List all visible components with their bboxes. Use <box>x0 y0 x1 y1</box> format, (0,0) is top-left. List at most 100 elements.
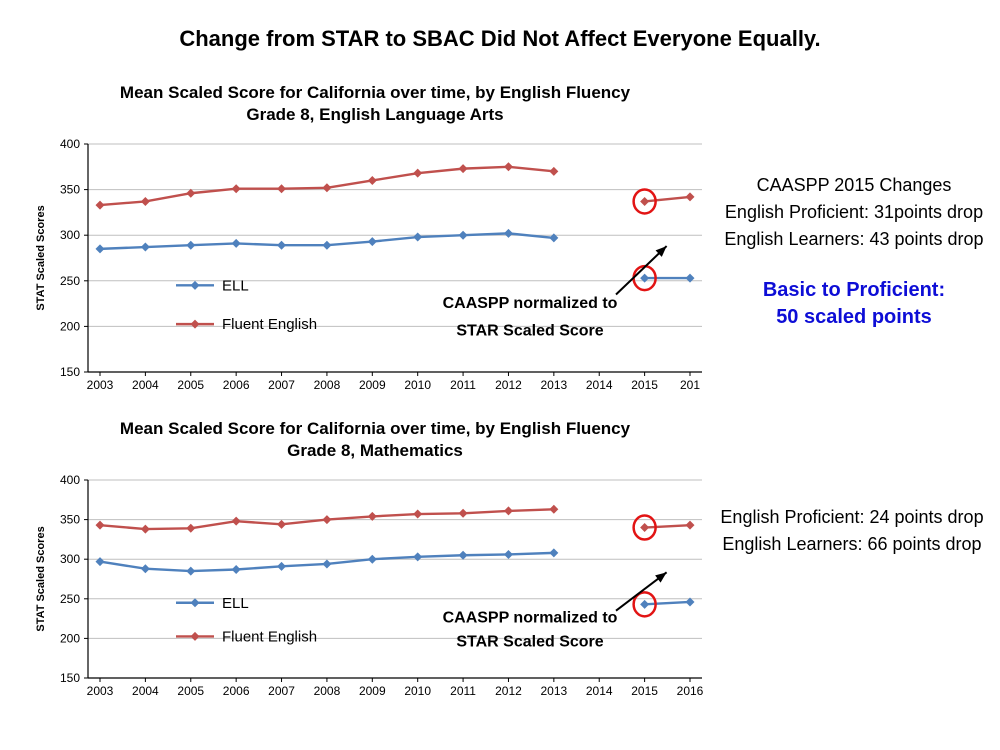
legend: ELL Fluent English <box>176 595 317 645</box>
ela-chart-title-line2: Grade 8, English Language Arts <box>246 105 504 125</box>
data-point <box>640 196 650 206</box>
data-point <box>503 162 513 172</box>
annotation-arrow <box>615 245 668 296</box>
data-point <box>186 188 196 198</box>
data-point <box>640 273 650 283</box>
svg-text:350: 350 <box>60 182 80 196</box>
data-point <box>277 561 287 571</box>
svg-text:2010: 2010 <box>404 684 431 698</box>
data-point <box>367 175 377 185</box>
ela-chart: 150 200 250 300 350 400 2003 2004 2005 2006 2007 20… <box>35 137 702 392</box>
svg-text:2009: 2009 <box>359 378 386 392</box>
svg-text:2011: 2011 <box>450 378 476 392</box>
slide-title: Change from STAR to SBAC Did Not Affect … <box>179 26 821 51</box>
y-axis-title: STAT Scaled Scores <box>35 526 47 631</box>
svg-text:200: 200 <box>60 631 80 645</box>
data-point <box>231 238 241 248</box>
data-point <box>95 200 105 210</box>
data-point <box>186 566 196 576</box>
svg-text:2014: 2014 <box>586 684 613 698</box>
x-axis-tick-labels: 2003 2004 2005 2006 2007 2008 2009 2010 2011 2012… <box>87 684 704 698</box>
data-point <box>231 516 241 526</box>
data-point <box>140 524 150 534</box>
svg-text:2010: 2010 <box>404 378 431 392</box>
data-point <box>367 511 377 521</box>
annotation-text: STAR Scaled Score <box>456 633 603 650</box>
data-point <box>413 509 423 519</box>
annotation-text: CAASPP normalized to <box>443 609 618 626</box>
math-chart-title-line1: Mean Scaled Score for California over ti… <box>119 419 631 438</box>
svg-text:2005: 2005 <box>177 684 204 698</box>
data-point <box>640 522 650 532</box>
annotation-arrowhead <box>655 572 667 583</box>
data-point <box>140 564 150 574</box>
svg-text:150: 150 <box>60 365 80 379</box>
data-point <box>549 166 559 176</box>
note-line: English Learners: 43 points drop <box>724 229 984 249</box>
legend-marker <box>190 631 200 641</box>
note-line: English Proficient: 31points drop <box>724 202 984 222</box>
svg-text:2013: 2013 <box>540 378 567 392</box>
svg-text:2016: 2016 <box>677 684 704 698</box>
data-point <box>458 550 468 560</box>
annotation: CAASPP normalized to STAR Scaled Score <box>443 245 668 339</box>
legend-label: ELL <box>222 595 249 612</box>
math-chart-title-line2: Grade 8, Mathematics <box>287 441 463 461</box>
note-line: English Learners: 66 points drop <box>722 534 982 554</box>
axes <box>84 143 702 376</box>
math-drop-notes: English Proficient: 24 points drop Engli… <box>708 504 996 558</box>
series-fluent-english <box>95 162 695 210</box>
data-point <box>685 273 695 283</box>
svg-text:2005: 2005 <box>177 378 204 392</box>
data-point <box>277 519 287 529</box>
series-ell <box>95 548 695 609</box>
annotation-text: STAR Scaled Score <box>456 322 603 339</box>
basic-to-proficient-note: Basic to Proficient: 50 scaled points <box>716 277 992 331</box>
data-point <box>503 549 513 559</box>
y-axis-tick-labels: 150 200 250 300 350 400 <box>60 473 80 685</box>
y-axis-title: STAT Scaled Scores <box>35 205 47 310</box>
annotation-arrowhead <box>655 245 667 257</box>
data-point <box>231 184 241 194</box>
svg-text:2008: 2008 <box>314 378 341 392</box>
svg-text:250: 250 <box>60 274 80 288</box>
svg-text:2006: 2006 <box>223 684 250 698</box>
svg-text:2004: 2004 <box>132 684 159 698</box>
legend-marker <box>190 319 200 329</box>
data-point <box>549 504 559 514</box>
ela-chart-block: Mean Scaled Score for California over ti… <box>30 82 720 406</box>
svg-text:2011: 2011 <box>450 684 476 698</box>
data-point <box>277 240 287 250</box>
series-ell <box>95 228 695 283</box>
svg-text:300: 300 <box>60 552 80 566</box>
svg-text:2009: 2009 <box>359 684 386 698</box>
caaspp-2015-changes-notes: CAASPP 2015 Changes English Proficient: … <box>716 172 992 331</box>
svg-text:400: 400 <box>60 473 80 487</box>
svg-text:2015: 2015 <box>631 378 658 392</box>
data-point <box>277 184 287 194</box>
svg-text:2012: 2012 <box>495 378 522 392</box>
svg-text:2006: 2006 <box>223 378 250 392</box>
annotation-text: CAASPP normalized to <box>443 295 618 312</box>
legend-marker <box>190 598 200 608</box>
series-fluent-english <box>95 504 695 534</box>
legend-label: ELL <box>222 277 249 294</box>
x-axis-tick-labels: 2003 2004 2005 2006 2007 2008 2009 2010 2011 2012… <box>87 378 701 392</box>
data-point <box>458 163 468 173</box>
data-point <box>413 232 423 242</box>
data-point <box>231 564 241 574</box>
svg-text:150: 150 <box>60 671 80 685</box>
data-point <box>458 508 468 518</box>
highlight-circle <box>632 590 657 618</box>
gridlines <box>88 143 702 373</box>
data-point <box>413 552 423 562</box>
svg-text:2004: 2004 <box>132 378 159 392</box>
data-point <box>322 183 332 193</box>
svg-text:2007: 2007 <box>268 378 295 392</box>
svg-text:2013: 2013 <box>540 684 567 698</box>
data-point <box>549 548 559 558</box>
ela-chart-title: Mean Scaled Score for California over ti… <box>30 82 720 127</box>
data-point <box>95 520 105 530</box>
svg-text:2003: 2003 <box>87 378 114 392</box>
data-point <box>322 514 332 524</box>
